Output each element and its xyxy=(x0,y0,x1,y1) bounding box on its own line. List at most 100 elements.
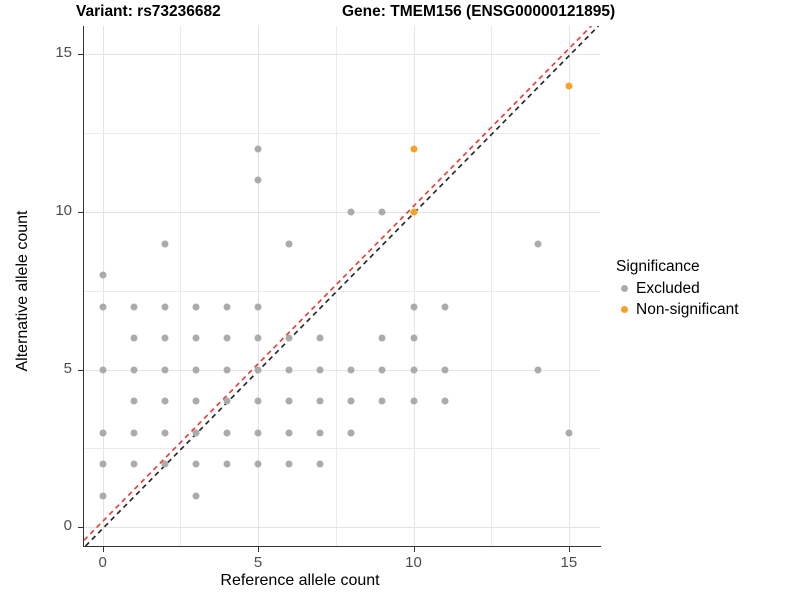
legend: Significance Excluded Non-significant xyxy=(616,258,739,320)
data-point xyxy=(130,460,138,468)
y-tick-mark xyxy=(78,211,83,213)
data-point xyxy=(99,303,107,310)
data-point xyxy=(254,145,262,153)
y-tick-label: 0 xyxy=(63,517,72,535)
legend-items: Excluded Non-significant xyxy=(616,278,739,320)
gridline-vertical xyxy=(491,26,493,546)
data-point xyxy=(285,397,293,405)
data-point xyxy=(99,460,107,468)
gridline-vertical xyxy=(180,26,182,546)
data-point xyxy=(223,334,231,342)
x-axis-label: Reference allele count xyxy=(220,572,380,589)
gridline-vertical xyxy=(413,26,415,546)
data-point xyxy=(99,366,107,373)
legend-item-label: Non-significant xyxy=(636,300,739,318)
legend-item-excluded: Excluded xyxy=(616,278,739,299)
data-point xyxy=(161,240,169,247)
y-tick-mark xyxy=(78,527,83,529)
data-point xyxy=(130,429,138,436)
data-point xyxy=(161,334,169,342)
y-tick-mark xyxy=(78,54,83,56)
data-point xyxy=(378,208,386,216)
data-point xyxy=(99,429,107,436)
x-tick-label: 5 xyxy=(253,554,263,571)
data-point xyxy=(410,366,417,373)
data-point xyxy=(316,460,324,468)
data-point xyxy=(254,303,262,310)
variant-title: Variant: rs73236682 xyxy=(76,3,221,20)
x-tick-label: 10 xyxy=(405,554,422,571)
data-point xyxy=(223,429,231,436)
data-point xyxy=(316,366,324,373)
y-axis-line xyxy=(83,26,84,547)
data-point xyxy=(441,397,449,405)
y-tick-label: 10 xyxy=(55,201,72,219)
data-point xyxy=(130,303,138,310)
data-point xyxy=(130,397,138,405)
gridline-horizontal xyxy=(84,290,600,292)
x-tick-mark xyxy=(568,547,570,552)
data-point xyxy=(161,460,169,468)
data-point xyxy=(223,366,231,373)
data-point xyxy=(285,240,293,247)
data-point xyxy=(99,271,107,279)
data-point xyxy=(223,303,231,310)
data-point xyxy=(316,429,324,436)
legend-dot-icon xyxy=(621,306,628,313)
data-point xyxy=(161,366,169,373)
data-point xyxy=(410,145,417,153)
data-point xyxy=(161,429,169,436)
data-point xyxy=(285,366,293,373)
gridline-horizontal xyxy=(84,448,600,450)
x-axis-line xyxy=(83,546,601,547)
legend-item-non-significant: Non-significant xyxy=(616,299,739,320)
data-point xyxy=(441,303,449,310)
data-point xyxy=(347,366,355,373)
data-point xyxy=(254,429,262,436)
gridline-vertical xyxy=(568,26,570,546)
data-point xyxy=(192,366,200,373)
identity-line-red xyxy=(84,26,592,541)
x-tick-mark xyxy=(258,547,260,552)
data-point xyxy=(254,176,262,184)
gridline-horizontal xyxy=(84,527,600,529)
data-point xyxy=(565,82,573,90)
legend-item-label: Excluded xyxy=(636,279,700,297)
gridline-horizontal xyxy=(84,54,600,56)
data-point xyxy=(192,334,200,342)
data-point xyxy=(161,397,169,405)
data-point xyxy=(130,334,138,342)
data-point xyxy=(410,334,417,342)
gridline-horizontal xyxy=(84,211,600,213)
data-point xyxy=(410,208,417,216)
data-point xyxy=(99,492,107,500)
data-point xyxy=(410,397,417,405)
data-point xyxy=(161,303,169,310)
x-tick-mark xyxy=(102,547,104,552)
data-point xyxy=(378,366,386,373)
data-point xyxy=(223,397,231,405)
data-point xyxy=(347,429,355,436)
data-point xyxy=(130,366,138,373)
data-point xyxy=(534,366,542,373)
data-point xyxy=(254,397,262,405)
x-tick-mark xyxy=(413,547,415,552)
data-point xyxy=(285,460,293,468)
data-point xyxy=(347,397,355,405)
data-point xyxy=(378,334,386,342)
data-point xyxy=(316,397,324,405)
gridline-horizontal xyxy=(84,133,600,135)
plot-panel xyxy=(84,26,600,546)
data-point xyxy=(534,240,542,247)
plot-area xyxy=(84,26,600,546)
reference-lines xyxy=(84,26,600,546)
data-point xyxy=(223,460,231,468)
legend-key-swatch xyxy=(616,301,633,318)
data-point xyxy=(254,366,262,373)
identity-line-dark xyxy=(84,26,600,546)
data-point xyxy=(378,397,386,405)
x-tick-label: 0 xyxy=(98,554,107,571)
gridline-vertical xyxy=(102,26,104,546)
legend-key-swatch xyxy=(616,280,633,297)
